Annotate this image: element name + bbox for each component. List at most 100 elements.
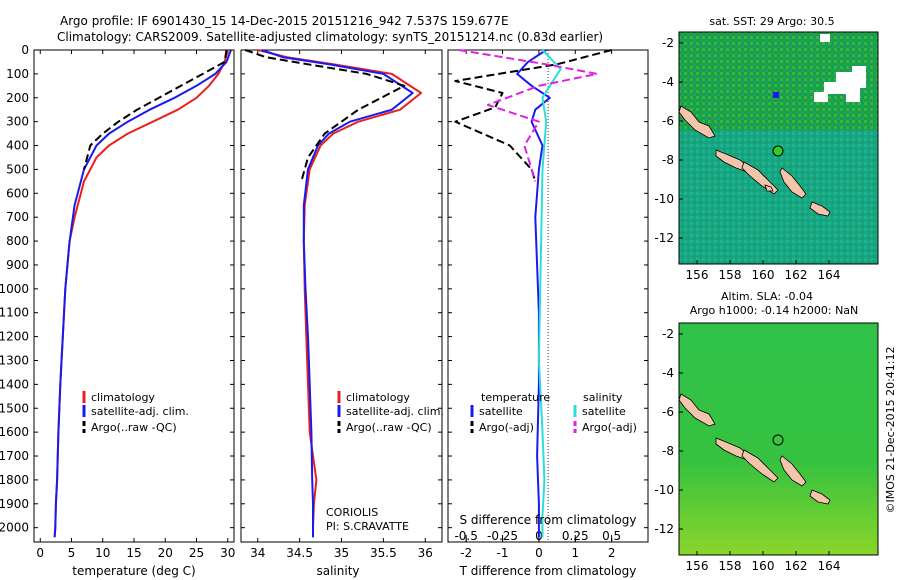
series-line-temperature-argo-adj (454, 49, 612, 182)
argo-position-marker (772, 145, 784, 157)
salinity-difference-ticks: -0.5 -0.25 0 0.25 0.5 (454, 529, 621, 543)
salinity-panel: 34 34.5 35 35.5 36 salinity climatology sate… (240, 49, 444, 578)
legend-label-satellite: satellite-adj. clim. (346, 405, 444, 418)
series-line-argo-raw-qc (244, 49, 406, 182)
depth-tick-label: 1400 (0, 377, 29, 391)
temperature-x-label: temperature (deg C) (72, 564, 195, 578)
x-tick-label: 20 (158, 546, 173, 560)
x-tick-label: 5 (68, 546, 76, 560)
depth-tick-label: 1000 (0, 282, 29, 296)
s-tick-label: -0.25 (487, 529, 518, 543)
depth-tick-label: 400 (6, 139, 29, 153)
x-tick-label: 34.5 (286, 546, 313, 560)
depth-tick-label: 1200 (0, 330, 29, 344)
s-tick-label: -0.5 (454, 529, 477, 543)
legend-label-s-satellite: satellite (582, 405, 626, 418)
legend-label-t-satellite: satellite (479, 405, 523, 418)
series-line-salinity-argo-adj (458, 49, 599, 182)
depth-tick-label: 900 (6, 258, 29, 272)
x-tick-label: 34 (250, 546, 265, 560)
map-lon-label: 160 (752, 268, 775, 282)
series-line-temperature-satellite (516, 49, 551, 538)
map-lon-label: 162 (785, 559, 808, 573)
legend-heading-salinity: salinity (583, 391, 623, 404)
sla-map-frame (678, 322, 879, 556)
salinity-x-label: salinity (316, 564, 359, 578)
depth-axis: 0 100 200 300 400 500 600 700 800 900 1000 1100 1200… (0, 43, 29, 535)
solomon-islands-sla (678, 393, 831, 505)
map-lon-label: 160 (752, 559, 775, 573)
depth-tick-label: 1700 (0, 449, 29, 463)
depth-tick-label: 1600 (0, 425, 29, 439)
map-lat-label: -6 (662, 114, 674, 128)
credit-text: ©IMOS 21-Dec-2015 20:41:12 (884, 347, 897, 514)
depth-tick-label: 800 (6, 234, 29, 248)
map-lat-label: -8 (662, 153, 674, 167)
legend-label-satellite: satellite-adj. clim. (91, 405, 189, 418)
header-line-2: Climatology: CARS2009. Satellite-adjuste… (57, 30, 603, 44)
legend-label-s-argo: Argo(-adj) (582, 421, 637, 434)
x-tick-label: 0 (36, 546, 44, 560)
sla-map-title-2: Argo h1000: -0.14 h2000: NaN (690, 304, 859, 317)
depth-tick-label: 1500 (0, 401, 29, 415)
depth-tick-label: 200 (6, 91, 29, 105)
map-lon-label: 164 (818, 268, 841, 282)
map-lat-label: -12 (654, 231, 674, 245)
x-tick-label: -2 (460, 546, 472, 560)
map-lon-label: 156 (686, 559, 709, 573)
depth-tick-label: 100 (6, 67, 29, 81)
depth-tick-label: 1800 (0, 473, 29, 487)
sla-map-axes: 156 158 160 162 164 -2 -4 -6 -8 -10 -12 (654, 327, 840, 573)
salinity-legend: climatology satellite-adj. clim. Argo(..… (337, 391, 444, 434)
temperature-legend: climatology satellite-adj. clim. Argo(..… (82, 391, 189, 434)
temperature-x-axis: 0 5 10 15 20 25 30 (36, 50, 235, 560)
x-tick-label: 1 (571, 546, 579, 560)
map-lon-label: 156 (686, 268, 709, 282)
map-lat-label: -4 (662, 366, 674, 380)
depth-tick-label: 300 (6, 115, 29, 129)
sst-cloud-mask (820, 34, 830, 42)
legend-label-argo: Argo(..raw -QC) (346, 421, 432, 434)
depth-tick-label: 0 (21, 43, 29, 57)
map-lon-label: 158 (719, 268, 742, 282)
sst-map-frame (678, 31, 879, 265)
x-tick-label: 0 (535, 546, 543, 560)
salinity-x-axis: 34 34.5 35 35.5 36 (250, 50, 433, 560)
map-lon-label: 164 (818, 559, 841, 573)
temperature-panel: 0100200300400500600700800900100011001200… (0, 43, 235, 578)
series-line-salinity-satellite (537, 49, 562, 538)
legend-label-climatology: climatology (346, 391, 410, 404)
x-tick-label: 15 (126, 546, 141, 560)
x-tick-label: 36 (418, 546, 433, 560)
map-lat-label: -6 (662, 405, 674, 419)
x-tick-label: 10 (95, 546, 110, 560)
difference-series (454, 49, 612, 538)
sst-map-title: sat. SST: 29 Argo: 30.5 (709, 15, 834, 28)
depth-tick-label: 2000 (0, 521, 29, 535)
x-tick-label: 35 (334, 546, 349, 560)
map-lat-label: -2 (662, 36, 674, 50)
x-tick-label: 30 (220, 546, 235, 560)
difference-x-label: T difference from climatology (459, 564, 637, 578)
x-tick-label: 2 (608, 546, 616, 560)
sla-map-title-1: Altim. SLA: -0.04 (721, 290, 813, 303)
sst-cold-pixel (773, 92, 779, 98)
salinity-plot-frame (240, 49, 443, 543)
annotation-pi: PI: S.CRAVATTE (326, 520, 409, 533)
annotation-coriolis: CORIOLIS (326, 506, 378, 519)
map-lat-label: -12 (654, 522, 674, 536)
series-line-climatology (257, 49, 423, 538)
sst-cloud-mask (814, 66, 866, 102)
series-line-satellite-adj-clim (53, 49, 232, 538)
x-tick-label: -1 (497, 546, 509, 560)
legend-label-argo: Argo(..raw -QC) (91, 421, 177, 434)
depth-tick-label: 1900 (0, 497, 29, 511)
argo-position-marker (772, 434, 784, 446)
depth-tick-label: 700 (6, 210, 29, 224)
depth-tick-label: 500 (6, 162, 29, 176)
solomon-islands-sst (678, 105, 831, 217)
temperature-series (53, 49, 232, 538)
sst-map-axes: 156 158 160 162 164 -2 -4 -6 -8 -10 -12 (654, 36, 840, 282)
map-lat-label: -2 (662, 327, 674, 341)
